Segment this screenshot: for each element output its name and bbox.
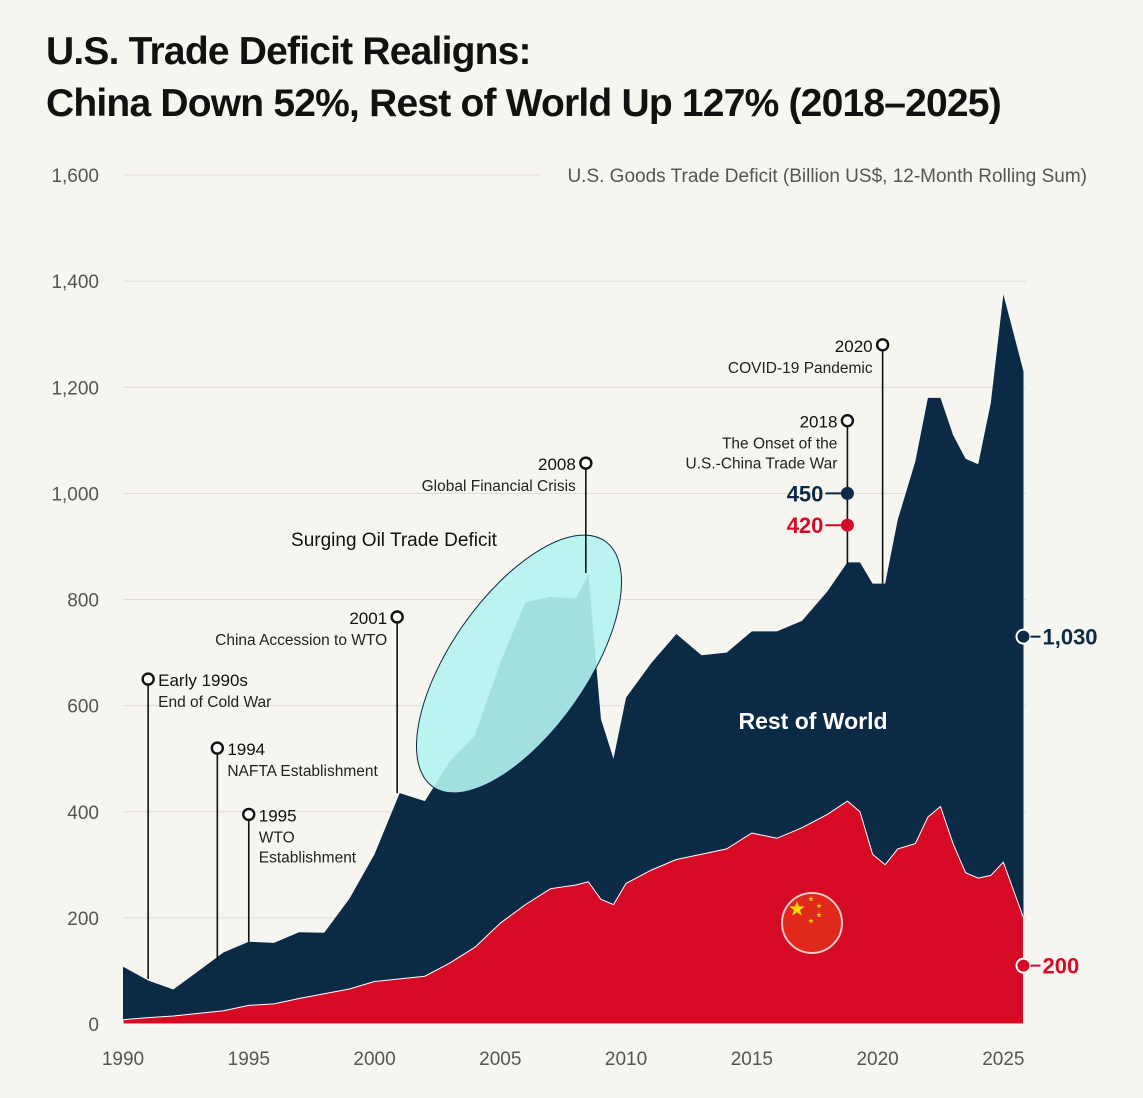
y-tick-label: 0 — [88, 1015, 99, 1036]
x-tick-label: 1995 — [228, 1049, 270, 1070]
annotation-year: 1994 — [227, 740, 265, 759]
annotation-marker — [210, 741, 225, 755]
annotation-description: WTO — [259, 829, 295, 846]
value-labels: 450 420 1,030 200 — [787, 481, 1098, 978]
annotation-marker — [242, 807, 256, 822]
end-value-marker — [1015, 957, 1032, 974]
annotation-marker — [579, 456, 593, 470]
annotation-year: 1995 — [259, 806, 297, 825]
end-value-label: 1,030 — [1042, 625, 1097, 650]
annotation-description: U.S.-China Trade War — [686, 456, 838, 473]
oil-highlight-ellipse — [416, 534, 622, 794]
china-area — [122, 800, 1024, 1025]
y-tick-label: 1,400 — [51, 272, 99, 293]
title-line-1: U.S. Trade Deficit Realigns: — [46, 30, 532, 73]
x-tick-label: 1990 — [102, 1049, 144, 1070]
annotation-description: Establishment — [259, 849, 357, 866]
annotation-marker — [141, 672, 155, 686]
annotation-year: 2018 — [800, 413, 838, 432]
axis-ticks: 0 200 400 600 800 1,000 1,200 1,400 1,600 U.S. Go… — [51, 166, 1087, 1070]
end-value-marker — [1015, 628, 1032, 645]
flag-large-star-icon — [789, 901, 805, 916]
annotation-marker — [840, 413, 855, 428]
y-tick-label: 600 — [67, 697, 99, 718]
flag-small-star-icon — [816, 912, 822, 918]
rest-of-world-label: Rest of World — [738, 708, 887, 734]
value-2018-marker — [840, 486, 854, 500]
y-tick-label: 400 — [67, 803, 99, 824]
annotation-year: Early 1990s — [158, 671, 248, 690]
y-axis-title: U.S. Goods Trade Deficit (Billion US$, 1… — [567, 166, 1087, 187]
china-flag-icon — [781, 892, 843, 954]
annotation-description: China Accession to WTO — [215, 632, 387, 649]
y-tick-label: 1,600 — [51, 166, 99, 187]
x-tick-label: 2010 — [605, 1049, 647, 1070]
annotation-description: Global Financial Crisis — [422, 478, 576, 495]
annotation-description: COVID-19 Pandemic — [728, 360, 873, 377]
annotation-marker — [875, 338, 890, 352]
x-tick-label: 2005 — [479, 1049, 521, 1070]
flag-small-star-icon — [816, 903, 822, 909]
title-line-2: China Down 52%, Rest of World Up 127% (2… — [46, 82, 1002, 125]
value-2018-marker — [840, 518, 854, 532]
end-value-label: 200 — [1042, 954, 1079, 979]
annotation-description: End of Cold War — [158, 694, 271, 711]
annotation-year: 2008 — [538, 455, 576, 474]
x-tick-label: 2025 — [982, 1049, 1024, 1070]
y-tick-label: 1,000 — [51, 484, 99, 505]
event-annotations: Early 1990s End of Cold War 1994 NAFTA Esta… — [141, 337, 890, 979]
chart-title: U.S. Trade Deficit Realigns: China Down … — [46, 26, 1002, 130]
y-tick-label: 200 — [67, 909, 99, 930]
x-tick-label: 2015 — [731, 1049, 773, 1070]
y-tick-label: 800 — [67, 591, 99, 612]
x-tick-label: 2000 — [353, 1049, 395, 1070]
x-tick-label: 2020 — [856, 1049, 898, 1070]
flag-small-star-icon — [808, 918, 814, 924]
flag-small-star-icon — [808, 896, 814, 902]
value-2018-label: 420 — [787, 513, 824, 538]
oil-callout-label: Surging Oil Trade Deficit — [291, 530, 498, 551]
value-2018-label: 450 — [787, 481, 824, 506]
annotation-year: 2020 — [835, 337, 873, 356]
annotation-marker — [390, 610, 404, 624]
annotation-year: 2001 — [349, 609, 387, 628]
highlight-ellipse-shape — [416, 534, 622, 794]
y-tick-label: 1,200 — [51, 378, 99, 399]
annotation-description: NAFTA Establishment — [227, 763, 378, 780]
oil-highlight: Surging Oil Trade Deficit — [291, 530, 622, 794]
annotation-description: The Onset of the — [722, 436, 837, 453]
